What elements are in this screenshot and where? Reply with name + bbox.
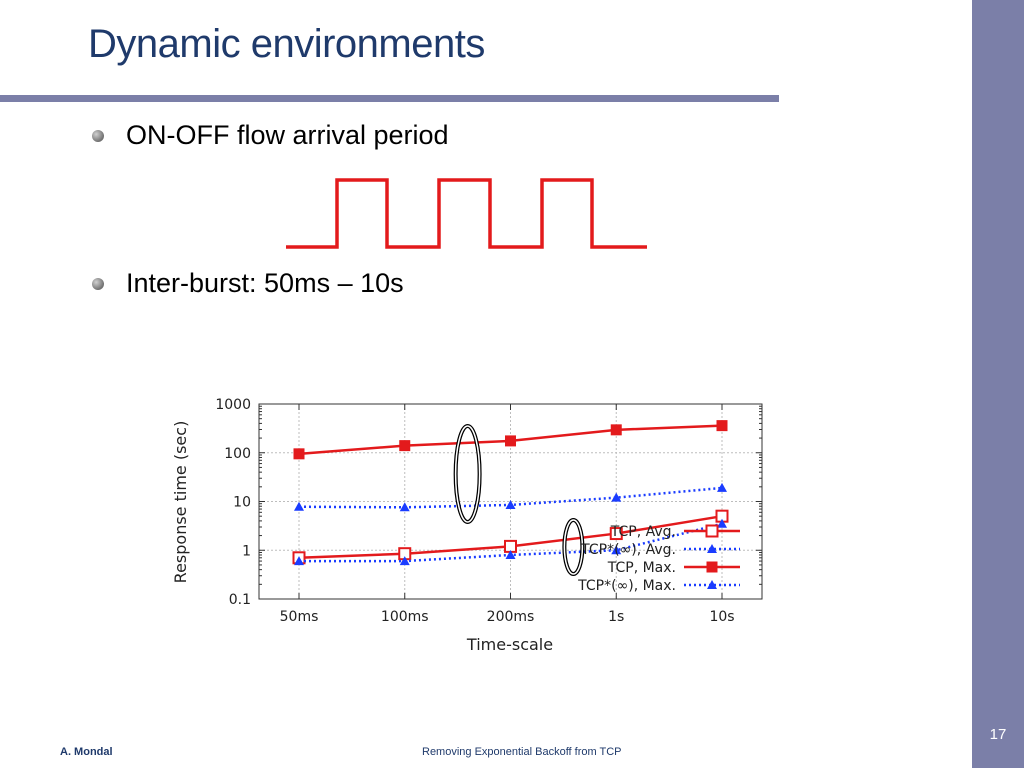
x-tick-label: 50ms bbox=[280, 609, 319, 625]
data-point bbox=[717, 518, 727, 528]
data-point bbox=[717, 482, 727, 492]
highlight-ellipse-inner bbox=[563, 519, 584, 575]
footer-title: Removing Exponential Backoff from TCP bbox=[422, 746, 622, 758]
y-tick-label: 100 bbox=[224, 446, 251, 462]
bullet-dot-icon bbox=[92, 129, 104, 142]
data-point bbox=[610, 424, 622, 436]
legend-marker bbox=[705, 524, 719, 538]
footer-author: A. Mondal bbox=[60, 746, 113, 758]
y-tick-label: 1 bbox=[242, 543, 251, 559]
data-point bbox=[399, 502, 410, 512]
on-off-square-wave bbox=[286, 178, 647, 249]
data-point bbox=[609, 527, 623, 541]
y-tick-label: 1000 bbox=[215, 397, 251, 413]
legend-marker bbox=[706, 561, 718, 573]
response-time-chart: 0.1 1 10 100 1000 50ms 100ms 200ms 1s 10s Respon… bbox=[171, 397, 763, 654]
data-point bbox=[294, 556, 304, 566]
legend-marker bbox=[707, 580, 717, 589]
y-axis-label: Response time (sec) bbox=[171, 421, 190, 584]
data-point bbox=[294, 501, 304, 511]
y-tick-label: 10 bbox=[233, 495, 251, 511]
data-point bbox=[716, 420, 728, 432]
legend-label: TCP, Avg. bbox=[610, 524, 676, 540]
bullet-text: ON-OFF flow arrival period bbox=[126, 120, 449, 150]
legend-label: TCP*(∞), Avg. bbox=[580, 542, 676, 558]
data-point bbox=[399, 556, 410, 566]
legend-label: TCP*(∞), Max. bbox=[577, 578, 676, 594]
x-tick-label: 100ms bbox=[381, 609, 429, 625]
square-wave-diagram bbox=[286, 178, 647, 249]
data-point bbox=[611, 492, 622, 502]
title-underline bbox=[0, 95, 779, 102]
bullet-item: Inter-burst: 50ms – 10s bbox=[92, 268, 404, 299]
x-axis-label: Time-scale bbox=[466, 635, 553, 654]
legend-label: TCP, Max. bbox=[607, 560, 676, 576]
x-tick-label: 200ms bbox=[487, 609, 535, 625]
legend-marker bbox=[707, 544, 717, 553]
x-tick-label: 1s bbox=[608, 609, 624, 625]
slide-title: Dynamic environments bbox=[88, 22, 485, 66]
slide-number: 17 bbox=[989, 726, 1007, 743]
data-point bbox=[293, 448, 305, 460]
data-point bbox=[611, 545, 622, 555]
data-point bbox=[399, 440, 411, 452]
x-tick-label: 10s bbox=[709, 609, 734, 625]
y-tick-label: 0.1 bbox=[229, 592, 251, 608]
data-point bbox=[505, 549, 516, 559]
bullet-dot-icon bbox=[92, 277, 104, 290]
bullet-text: Inter-burst: 50ms – 10s bbox=[126, 268, 404, 298]
accent-band bbox=[972, 0, 1024, 768]
bullet-item: ON-OFF flow arrival period bbox=[92, 120, 449, 151]
highlight-ellipse-inner bbox=[454, 425, 481, 523]
data-point bbox=[505, 435, 516, 447]
data-point bbox=[505, 499, 516, 509]
